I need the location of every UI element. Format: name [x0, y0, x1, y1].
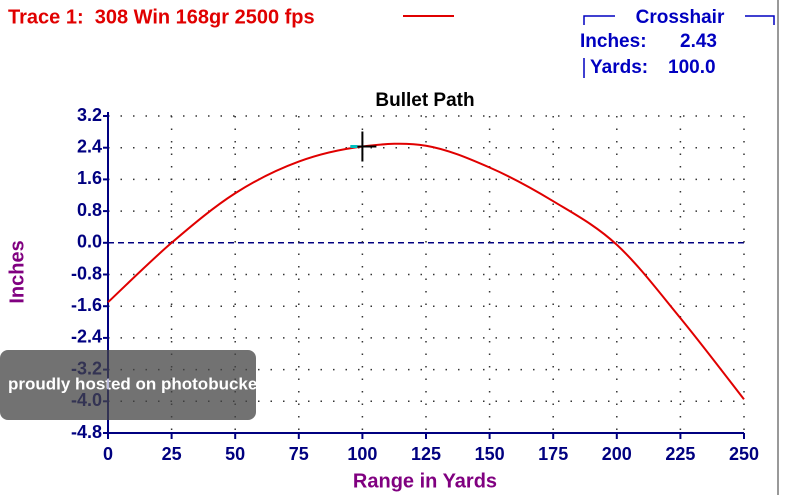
crosshair-title: Crosshair — [636, 7, 725, 28]
chart-title: Bullet Path — [375, 90, 474, 111]
watermark: proudly hosted on photobucket — [0, 350, 263, 420]
x-tick-label: 175 — [538, 444, 568, 464]
trace-line — [107, 142, 745, 400]
x-tick-label: 250 — [729, 444, 759, 464]
watermark-bg — [0, 350, 256, 420]
y-tick-label: 0.0 — [77, 232, 102, 252]
y-tick-label: 3.2 — [77, 105, 102, 125]
panel-bracket — [583, 15, 775, 25]
crosshair-yards-label: Yards: — [590, 57, 648, 78]
y-tick-label: 2.4 — [77, 136, 102, 156]
y-tick-label: 0.8 — [77, 200, 102, 220]
y-axis-label: Inches — [6, 240, 28, 303]
x-tick-label: 125 — [411, 444, 441, 464]
crosshair-inches: 2.43 — [680, 31, 717, 52]
x-tick-label: 0 — [103, 444, 113, 464]
x-tick-label: 75 — [289, 444, 309, 464]
x-axis-label: Range in Yards — [353, 470, 497, 492]
crosshair-panel: Crosshair Inches: 2.43 Yards: 100.0 — [580, 7, 775, 78]
y-tick-label: -0.8 — [71, 263, 102, 283]
x-tick-label: 50 — [225, 444, 245, 464]
crosshair-yards: 100.0 — [668, 57, 716, 78]
x-tick-label: 200 — [602, 444, 632, 464]
crosshair-inches-label: Inches: — [580, 31, 647, 52]
x-tick-label: 150 — [475, 444, 505, 464]
y-tick-label: -1.6 — [71, 295, 102, 315]
x-tick-label: 225 — [665, 444, 695, 464]
x-tick-label: 100 — [347, 444, 377, 464]
y-tick-label: -2.4 — [71, 327, 102, 347]
watermark-text: proudly hosted on photobucket — [8, 374, 263, 393]
x-tick-label: 25 — [162, 444, 182, 464]
legend-label: Trace 1: 308 Win 168gr 2500 fps — [8, 6, 315, 28]
y-tick-label: -4.8 — [71, 422, 102, 442]
y-tick-label: 1.6 — [77, 168, 102, 188]
